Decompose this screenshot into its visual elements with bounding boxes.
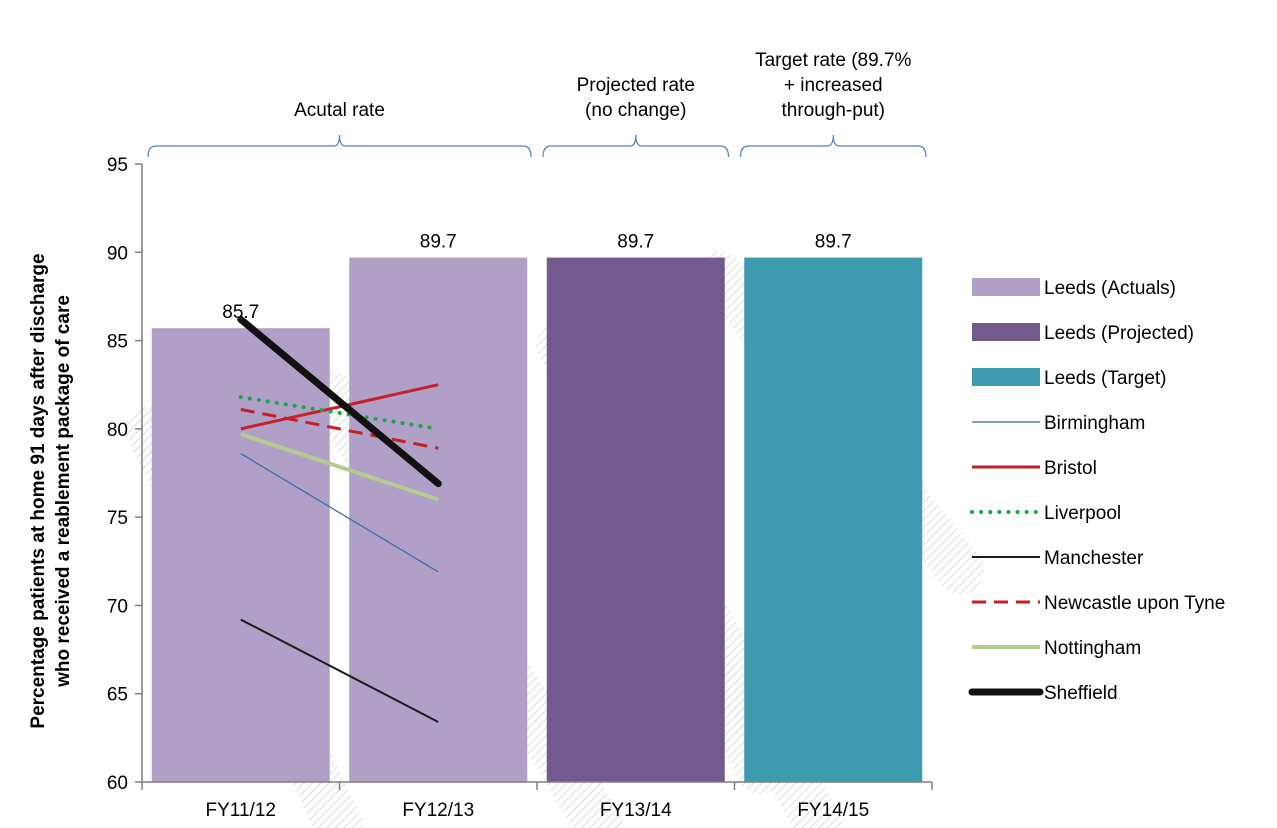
group-annotations: Acutal rate Projected rate (no change) Targ… xyxy=(147,50,927,158)
series-line xyxy=(240,383,439,431)
legend-swatch xyxy=(972,323,1040,341)
group-brace xyxy=(739,134,927,158)
bar xyxy=(546,257,725,782)
labels-layer: 85.7 89.7 89.7 89.7 xyxy=(222,232,851,324)
x-tick-label: FY14/15 xyxy=(797,800,869,821)
y-tick-label: 65 xyxy=(107,685,128,706)
legend-label: Liverpool xyxy=(1044,503,1121,524)
series-line xyxy=(238,395,441,431)
y-tick-label: 95 xyxy=(107,155,128,176)
x-tick-label: FY11/12 xyxy=(206,800,276,821)
y-axis-title-group: Percentage patients at home 91 days afte… xyxy=(28,253,74,728)
legend-label: Leeds (Actuals) xyxy=(1044,278,1176,299)
group-brace xyxy=(147,134,532,158)
y-axis-title-line: who received a reablement package of car… xyxy=(53,295,74,688)
y-tick-label: 90 xyxy=(107,243,128,264)
y-axis-title: Percentage patients at home 91 days afte… xyxy=(28,253,74,728)
group-label: Target rate (89.7% xyxy=(755,50,911,71)
legend-label: Leeds (Target) xyxy=(1044,368,1167,389)
series-line xyxy=(237,315,442,488)
y-axis-title-line: Percentage patients at home 91 days afte… xyxy=(28,253,49,728)
series-line xyxy=(240,618,439,723)
y-tick-label: 80 xyxy=(107,420,128,441)
group-label: + increased xyxy=(784,75,883,96)
bar xyxy=(349,257,528,782)
group-label: Projected rate xyxy=(577,75,695,96)
legend-label: Birmingham xyxy=(1044,413,1145,434)
legend-swatch xyxy=(972,368,1040,386)
x-tick-label: FY12/13 xyxy=(402,800,474,821)
legend-label: Nottingham xyxy=(1044,638,1141,659)
legend-label: Sheffield xyxy=(1044,683,1118,704)
x-tick-label: FY13/14 xyxy=(600,800,672,821)
series-line xyxy=(240,407,439,450)
group-brace xyxy=(542,134,730,158)
axes-layer: 60 65 70 75 80 85 90 95 FY11/12 FY12/13 FY13/14 FY1… xyxy=(107,155,933,821)
legend: Leeds (Actuals) Leeds (Projected) Leeds (T… xyxy=(968,278,1225,704)
y-tick-label: 75 xyxy=(107,508,128,529)
y-tick-label: 70 xyxy=(107,596,128,617)
legend-label: Bristol xyxy=(1044,458,1097,479)
lines-layer xyxy=(237,315,442,723)
data-label: 89.7 xyxy=(420,232,457,253)
legend-label: Manchester xyxy=(1044,548,1144,569)
y-tick-label: 60 xyxy=(107,773,128,794)
legend-label: Newcastle upon Tyne xyxy=(1044,593,1225,614)
bars-layer xyxy=(151,257,923,782)
legend-swatch xyxy=(972,278,1040,296)
data-label: 89.7 xyxy=(815,232,852,253)
data-label: 85.7 xyxy=(222,302,259,323)
bar xyxy=(151,328,330,782)
legend-label: Leeds (Projected) xyxy=(1044,323,1194,344)
bar xyxy=(744,257,923,782)
series-line xyxy=(240,453,439,573)
data-label: 89.7 xyxy=(617,232,654,253)
group-label: (no change) xyxy=(585,100,686,121)
y-tick-label: 85 xyxy=(107,332,128,353)
series-line xyxy=(240,432,439,502)
group-label: Acutal rate xyxy=(294,100,385,121)
group-label: through-put) xyxy=(781,100,885,121)
